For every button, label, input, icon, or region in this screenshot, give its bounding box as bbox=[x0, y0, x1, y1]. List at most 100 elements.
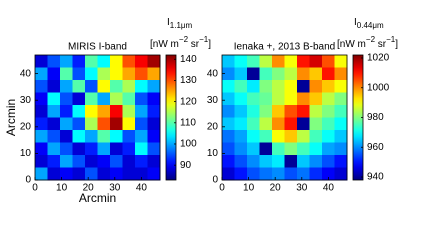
heat-cell bbox=[110, 80, 123, 93]
heat-cell bbox=[135, 105, 148, 118]
heat-cell bbox=[110, 67, 123, 81]
heat-cell bbox=[72, 80, 86, 93]
heat-cell bbox=[234, 142, 248, 156]
heat-cell bbox=[334, 105, 348, 118]
heat-cell bbox=[35, 80, 48, 93]
heat-cell bbox=[272, 130, 285, 143]
heat-cell bbox=[259, 92, 273, 106]
colorbar-tick-label: 130 bbox=[180, 75, 197, 86]
heat-cell bbox=[234, 55, 248, 68]
unit-exponent: −2 bbox=[366, 35, 376, 44]
heat-cell bbox=[334, 55, 348, 68]
unit-exponent: −1 bbox=[386, 35, 396, 44]
label-subscript: 1.1μm bbox=[170, 21, 193, 30]
heat-cell bbox=[122, 92, 136, 106]
heat-cell bbox=[234, 80, 248, 93]
heat-cell bbox=[47, 80, 61, 93]
heat-cell bbox=[85, 167, 98, 181]
heat-cell bbox=[60, 92, 73, 106]
heat-cell bbox=[272, 155, 285, 168]
heat-cell bbox=[122, 167, 136, 181]
heat-cell bbox=[272, 92, 285, 106]
colorbar-tick-label: 100 bbox=[180, 139, 197, 150]
heat-cell bbox=[72, 92, 86, 106]
y-tick-label: 10 bbox=[207, 148, 219, 159]
colorbar-label: I1.1μm bbox=[167, 17, 193, 30]
panel-title: MIRIS I-band bbox=[68, 42, 127, 53]
heat-cell bbox=[47, 117, 61, 131]
heat-cell bbox=[309, 167, 323, 181]
x-tick-label: 0 bbox=[219, 183, 225, 194]
heat-cell bbox=[259, 105, 273, 118]
x-tick-label: 30 bbox=[296, 183, 308, 194]
heat-cell bbox=[234, 167, 248, 181]
label-symbol: I bbox=[167, 17, 170, 28]
x-tick-label: 20 bbox=[83, 183, 95, 194]
heat-cell bbox=[135, 142, 148, 156]
heat-cell bbox=[35, 167, 48, 181]
heat-cell bbox=[47, 67, 61, 81]
heat-cell bbox=[147, 155, 161, 168]
heat-cell bbox=[135, 155, 148, 168]
x-tick-label: 0 bbox=[32, 183, 38, 194]
heat-cell bbox=[60, 142, 73, 156]
heat-cell bbox=[85, 55, 98, 68]
heat-cell bbox=[284, 117, 298, 131]
heat-cell bbox=[259, 167, 273, 181]
heat-cell bbox=[272, 80, 285, 93]
unit-exponent: −2 bbox=[179, 35, 189, 44]
heat-cell bbox=[334, 92, 348, 106]
heat-cell bbox=[222, 55, 235, 68]
heat-cell bbox=[47, 105, 61, 118]
heat-cell bbox=[97, 130, 111, 143]
heat-cell bbox=[309, 155, 323, 168]
heat-cell bbox=[72, 67, 86, 81]
colorbar-tick-label: 110 bbox=[180, 117, 196, 128]
heat-cell bbox=[247, 55, 260, 68]
heat-cell bbox=[334, 80, 348, 93]
y-axis-label: Arcmin bbox=[4, 99, 18, 136]
heat-cell bbox=[297, 92, 310, 106]
colorbar-tick-label: 120 bbox=[180, 96, 197, 107]
heat-cell bbox=[35, 117, 48, 131]
heat-cell bbox=[247, 67, 260, 81]
heat-cell bbox=[322, 142, 335, 156]
heat-cell bbox=[234, 117, 248, 131]
heat-cell bbox=[35, 130, 48, 143]
heat-cell bbox=[97, 105, 111, 118]
y-tick-label: 30 bbox=[20, 95, 32, 106]
colorbar-tick-label: 940 bbox=[367, 172, 384, 183]
heat-cell bbox=[85, 142, 98, 156]
heat-cell bbox=[47, 155, 61, 168]
heat-cell bbox=[47, 92, 61, 106]
x-tick-label: 40 bbox=[136, 183, 148, 194]
heat-cell bbox=[97, 117, 111, 131]
heat-cell bbox=[234, 155, 248, 168]
label-symbol: I bbox=[354, 17, 357, 28]
heat-cell bbox=[309, 80, 323, 93]
unit-text: [nW m bbox=[150, 39, 179, 50]
heat-cell bbox=[60, 117, 73, 131]
colorbar-tick-label: 980 bbox=[367, 112, 384, 123]
heat-cell bbox=[97, 167, 111, 181]
heat-cell bbox=[322, 167, 335, 181]
heat-cell bbox=[234, 130, 248, 143]
heat-cell bbox=[60, 155, 73, 168]
heat-cell bbox=[60, 80, 73, 93]
heat-cell bbox=[47, 142, 61, 156]
heat-cell bbox=[147, 67, 161, 81]
heat-cell bbox=[222, 117, 235, 131]
heat-cell bbox=[60, 167, 73, 181]
heat-cell bbox=[222, 92, 235, 106]
heat-cell bbox=[272, 142, 285, 156]
x-tick-label: 10 bbox=[243, 183, 255, 194]
heat-cell bbox=[72, 167, 86, 181]
heat-cell bbox=[322, 92, 335, 106]
heat-cell bbox=[72, 142, 86, 156]
heat-cell bbox=[222, 130, 235, 143]
unit-text: sr bbox=[375, 39, 387, 50]
heat-cell bbox=[135, 80, 148, 93]
heat-cell bbox=[284, 80, 298, 93]
heat-cell bbox=[147, 130, 161, 143]
heat-cell bbox=[284, 142, 298, 156]
